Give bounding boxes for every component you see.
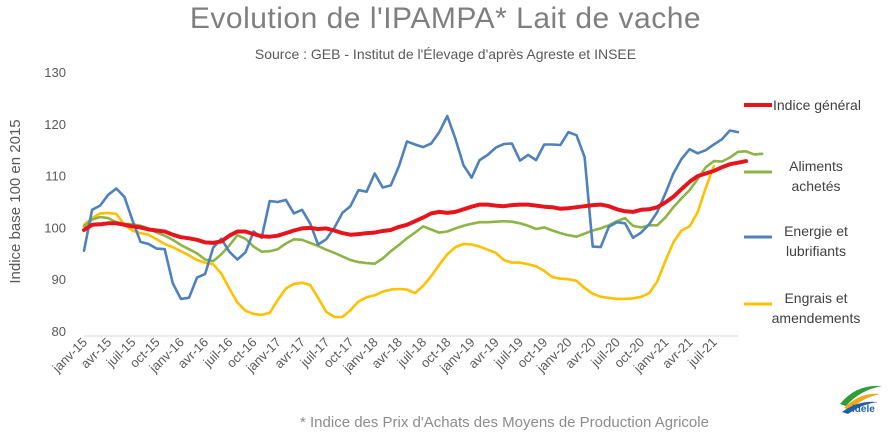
y-axis-label: Indice base 100 en 2015	[7, 119, 24, 283]
legend-label: achetés	[791, 178, 840, 194]
idele-logo	[840, 385, 882, 414]
chart-subtitle: Source : GEB - Institut de l'Élevage d'a…	[254, 46, 637, 62]
y-tick-label: 90	[52, 272, 66, 287]
legend-label: Engrais et	[784, 290, 847, 306]
logo-text: idele	[852, 404, 875, 415]
footnote: * Indice des Prix d'Achats des Moyens de…	[300, 414, 709, 431]
legend-label: Energie et	[784, 223, 848, 239]
legend-label: lubrifiants	[786, 243, 846, 259]
legend-label: amendements	[772, 310, 861, 326]
y-tick-label: 110	[45, 169, 66, 184]
y-tick-label: 130	[44, 65, 66, 80]
series-line-1	[82, 159, 749, 245]
legend: Indice général Aliments achetés Energie et l…	[744, 97, 861, 326]
y-tick-label: 80	[52, 324, 66, 339]
chart-title: Evolution de l'IPAMPA* Lait de vache	[189, 2, 702, 35]
series-group	[82, 114, 764, 319]
legend-label: Aliments	[789, 158, 843, 174]
series-line-3	[82, 114, 740, 301]
legend-label: Indice général	[773, 97, 861, 113]
series-line-4	[82, 165, 716, 319]
y-tick-label: 120	[44, 117, 66, 132]
y-tick-label: 100	[44, 220, 66, 235]
